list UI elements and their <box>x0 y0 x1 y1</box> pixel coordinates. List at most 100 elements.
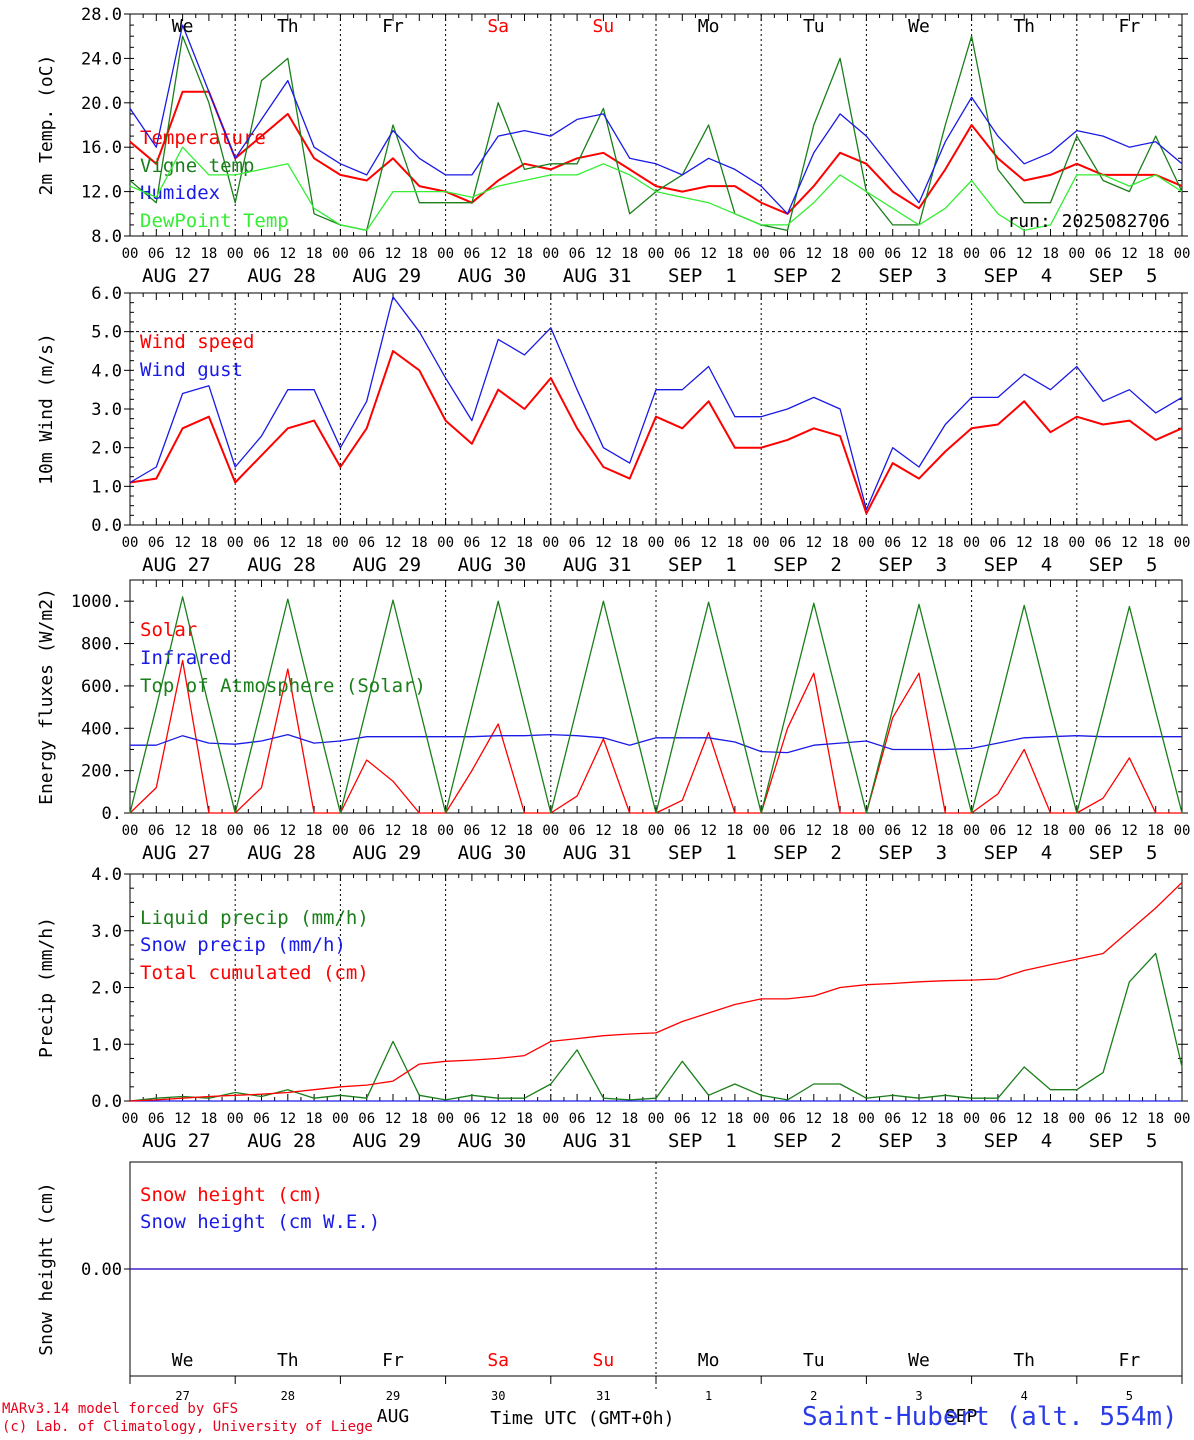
panel-2-hour-label: 12 <box>595 823 612 839</box>
panel-1-y-tick-label: 6.0 <box>91 284 122 304</box>
panel-1-date-label: SEP 4 <box>984 554 1053 576</box>
panel-0-hour-label: 18 <box>306 246 323 262</box>
panel-0-date-label: SEP 5 <box>1089 265 1158 287</box>
panel-3-hour-label: 06 <box>148 1111 165 1127</box>
legend-snow-height-cm: Snow height (cm) <box>140 1184 323 1206</box>
panel-3-hour-label: 18 <box>200 1111 217 1127</box>
panel-1-hour-label: 00 <box>542 535 559 551</box>
panel-3-hour-label: 06 <box>569 1111 586 1127</box>
panel-2-hour-label: 06 <box>779 823 796 839</box>
weekday-top-th: Th <box>1013 16 1035 37</box>
panel-2-hour-label: 12 <box>279 823 296 839</box>
panel-2-y-tick-label: 200. <box>81 762 122 782</box>
weekday-top-fr: Fr <box>1119 16 1141 37</box>
panel-0-hour-label: 12 <box>700 246 717 262</box>
panel-1-hour-label: 18 <box>200 535 217 551</box>
panel-2-hour-label: 12 <box>490 823 507 839</box>
panel-1-hour-label: 12 <box>490 535 507 551</box>
panel-3-date-label: AUG 30 <box>458 1130 527 1152</box>
panel-2-hour-label: 12 <box>385 823 402 839</box>
bottom-day-number: 1 <box>705 1389 712 1403</box>
credit-line-1: MARv3.14 model forced by GFS <box>2 1401 239 1417</box>
panel-0-date-label: SEP 2 <box>773 265 842 287</box>
panel-3-hour-label: 00 <box>858 1111 875 1127</box>
bottom-day-number: 5 <box>1126 1389 1133 1403</box>
panel-3-hour-label: 06 <box>989 1111 1006 1127</box>
weekday-bottom-th: Th <box>277 1350 299 1371</box>
panel-3-hour-label: 12 <box>1121 1111 1138 1127</box>
panel-1-hour-label: 12 <box>174 535 191 551</box>
panel-1-hour-label: 18 <box>621 535 638 551</box>
panel-0-hour-label: 18 <box>516 246 533 262</box>
panel-3-hour-label: 06 <box>463 1111 480 1127</box>
panel-3-hour-label: 00 <box>542 1111 559 1127</box>
panel-1-hour-label: 12 <box>700 535 717 551</box>
panel-2-hour-label: 00 <box>437 823 454 839</box>
panel-1-hour-label: 00 <box>227 535 244 551</box>
panel-1-hour-label: 00 <box>648 535 665 551</box>
panel-0-y-tick-label: 16.0 <box>81 138 122 158</box>
panel-1-hour-label: 06 <box>148 535 165 551</box>
panel-0-hour-label: 18 <box>937 246 954 262</box>
panel-0-hour-label: 00 <box>1174 246 1191 262</box>
panel-3-hour-label: 18 <box>411 1111 428 1127</box>
panel-1-date-label: SEP 1 <box>668 554 737 576</box>
panel-2-hour-label: 12 <box>805 823 822 839</box>
panel-2-date-label: AUG 31 <box>563 842 632 864</box>
panel-1-hour-label: 12 <box>911 535 928 551</box>
panel-3-hour-label: 12 <box>595 1111 612 1127</box>
legend-liquid-precip-mm-h: Liquid precip (mm/h) <box>140 907 369 929</box>
panel-0-hour-label: 00 <box>542 246 559 262</box>
panel-3-hour-label: 18 <box>726 1111 743 1127</box>
panel-3-hour-label: 12 <box>805 1111 822 1127</box>
panel-3-hour-label: 00 <box>227 1111 244 1127</box>
panel-3-hour-label: 06 <box>884 1111 901 1127</box>
panel-2-date-label: SEP 1 <box>668 842 737 864</box>
panel-0-hour-label: 00 <box>227 246 244 262</box>
weekday-bottom-th: Th <box>1013 1350 1035 1371</box>
panel-2-y-tick-label: 0. <box>102 804 122 824</box>
panel-0-hour-label: 12 <box>1121 246 1138 262</box>
panel-1-hour-label: 06 <box>569 535 586 551</box>
panel-3-hour-label: 18 <box>306 1111 323 1127</box>
panel-0-date-label: AUG 29 <box>352 265 421 287</box>
panel-2-y-axis-label: Energy fluxes (W/m2) <box>36 588 57 805</box>
panel-3-hour-label: 00 <box>963 1111 980 1127</box>
panel-1-hour-label: 18 <box>1042 535 1059 551</box>
weekday-top-fr: Fr <box>382 16 404 37</box>
panel-1-hour-label: 06 <box>1095 535 1112 551</box>
panel-3-hour-label: 00 <box>1068 1111 1085 1127</box>
panel-0-hour-label: 12 <box>385 246 402 262</box>
weekday-top-mo: Mo <box>698 16 720 37</box>
panel-0-hour-label: 18 <box>1042 246 1059 262</box>
panel-1-hour-label: 12 <box>595 535 612 551</box>
panel-3-hour-label: 18 <box>937 1111 954 1127</box>
panel-2-hour-label: 00 <box>648 823 665 839</box>
panel-1-hour-label: 18 <box>726 535 743 551</box>
panel-1-y-axis-label: 10m Wind (m/s) <box>36 333 57 485</box>
panel-3-hour-label: 00 <box>122 1111 139 1127</box>
panel-0-hour-label: 06 <box>884 246 901 262</box>
panel-1-hour-label: 06 <box>253 535 270 551</box>
panel-3-y-tick-label: 3.0 <box>91 922 122 942</box>
legend-snow-height-cm-w-e: Snow height (cm W.E.) <box>140 1211 380 1233</box>
panel-3-date-label: AUG 28 <box>247 1130 316 1152</box>
panel-2-y-tick-label: 400. <box>81 719 122 739</box>
station-label: Saint-Hubert (alt. 554m) <box>802 1402 1178 1432</box>
weekday-bottom-su: Su <box>593 1350 615 1371</box>
panel-1-date-label: AUG 31 <box>563 554 632 576</box>
weekday-top-th: Th <box>277 16 299 37</box>
panel-0-hour-label: 12 <box>805 246 822 262</box>
panel-0-y-axis-label: 2m Temp. (oC) <box>36 55 57 196</box>
panel-3-hour-label: 06 <box>779 1111 796 1127</box>
panel-1-hour-label: 12 <box>279 535 296 551</box>
legend-humidex: Humidex <box>140 182 220 204</box>
legend-solar: Solar <box>140 619 197 641</box>
panel-1-hour-label: 06 <box>884 535 901 551</box>
panel-2-date-label: AUG 27 <box>142 842 211 864</box>
panel-2-hour-label: 06 <box>463 823 480 839</box>
panel-2-hour-label: 18 <box>200 823 217 839</box>
panel-2-hour-label: 18 <box>411 823 428 839</box>
panel-0-hour-label: 12 <box>911 246 928 262</box>
panel-0-hour-label: 00 <box>753 246 770 262</box>
